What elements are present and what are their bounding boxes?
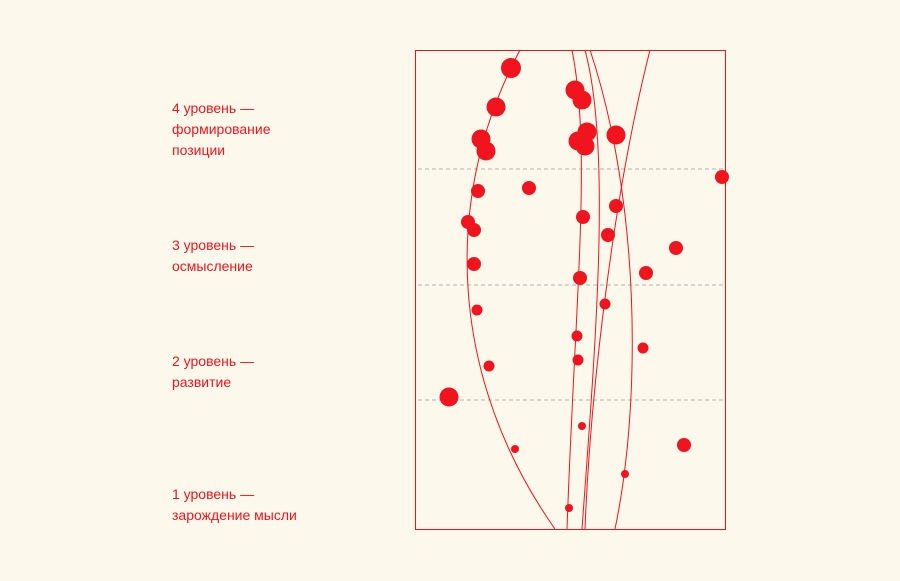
level-label: 3 уровень — [172, 237, 254, 253]
level-label: формирование [172, 121, 271, 137]
curve [466, 49, 556, 530]
dot [565, 504, 573, 512]
level-label: 2 уровень — [172, 353, 254, 369]
frame [415, 50, 726, 530]
level-label: 4 уровень — [172, 100, 254, 116]
dot [571, 330, 583, 342]
dot [467, 223, 481, 237]
dot [606, 125, 626, 145]
dot [639, 266, 653, 280]
dot [621, 470, 629, 478]
dot [599, 298, 611, 310]
dot [609, 199, 623, 213]
dot [476, 141, 496, 161]
dot [471, 184, 485, 198]
dot [483, 360, 495, 372]
dot [601, 228, 615, 242]
dot [669, 241, 683, 255]
curves [466, 49, 651, 530]
dot [677, 438, 691, 452]
curve [584, 49, 651, 530]
dot [572, 354, 584, 366]
level-labels: 4 уровень — формирование позиции 3 урове… [172, 100, 297, 523]
dot [578, 422, 586, 430]
curve [581, 49, 600, 530]
dot [471, 304, 483, 316]
dot [511, 445, 519, 453]
dot [576, 210, 590, 224]
level-label: позиции [172, 142, 225, 158]
dot [522, 181, 536, 195]
dot [439, 387, 459, 407]
dot [486, 97, 506, 117]
dot [467, 257, 481, 271]
dot [572, 90, 592, 110]
dot [637, 342, 649, 354]
level-dividers [418, 168, 725, 401]
level-label: развитие [172, 374, 231, 390]
dot [575, 136, 595, 156]
dot [715, 170, 729, 184]
dots [439, 58, 729, 512]
curve [566, 49, 582, 530]
level-label: 1 уровень — [172, 486, 254, 502]
dot [501, 58, 521, 78]
dot [573, 271, 587, 285]
level-label: осмысление [172, 258, 253, 274]
level-label: зарождение мысли [172, 507, 297, 523]
